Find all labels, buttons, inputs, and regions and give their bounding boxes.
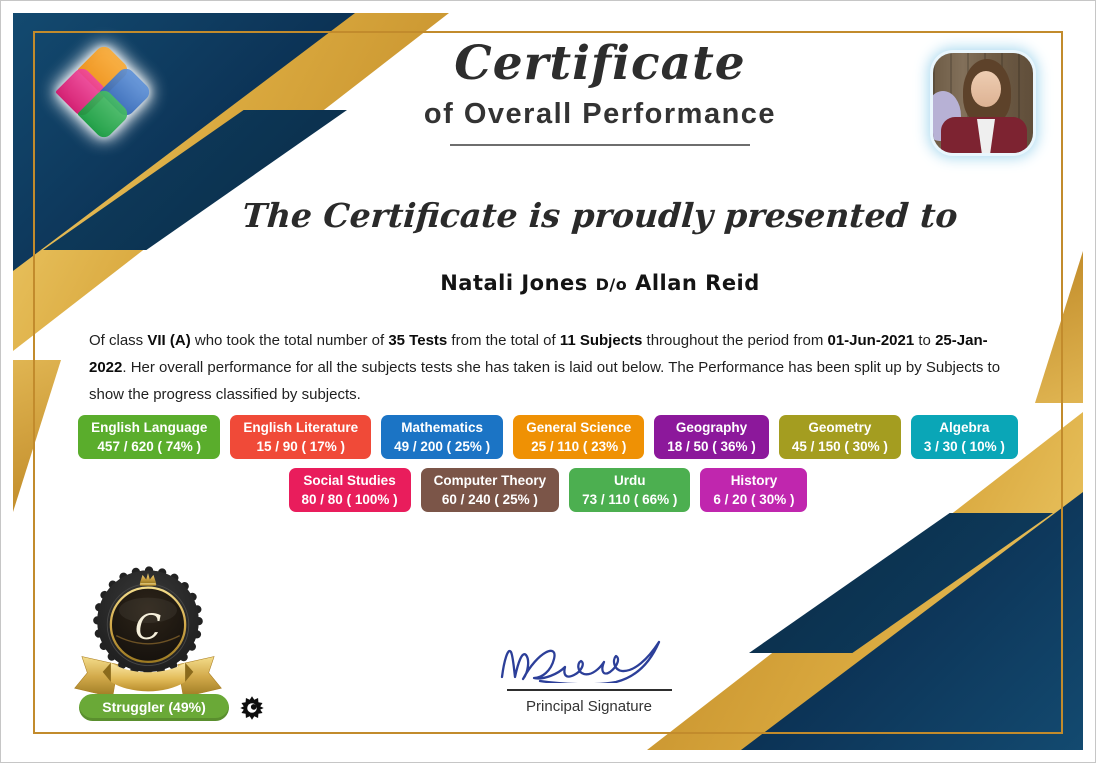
signature-label: Principal Signature [526, 698, 652, 715]
description-plain-text: from the total of [447, 332, 560, 349]
header-divider [450, 144, 750, 147]
page-title: Certificate [454, 36, 746, 91]
description-plain-text: who took the total number of [190, 332, 389, 349]
description-bold-text: 25-Jan-2022 [89, 332, 988, 376]
description-plain-text: to [914, 332, 936, 349]
subject-score: 45 / 150 ( 30% ) [791, 439, 888, 454]
photo-detail [971, 71, 1001, 107]
award-section: C Struggler (49%) [71, 563, 321, 721]
subject-name: Algebra [939, 420, 990, 435]
subject-score: 49 / 200 ( 25% ) [394, 439, 491, 454]
subject-name: Geography [675, 420, 748, 435]
subject-badge: Urdu 73 / 110 ( 66% ) [569, 468, 691, 512]
student-photo [933, 53, 1033, 153]
subject-badge: English Language 457 / 620 ( 74% ) [78, 415, 221, 459]
description-plain-text: . Her overall performance for all the su… [89, 359, 1001, 403]
subject-score: 15 / 90 ( 17% ) [256, 439, 346, 454]
subject-badge: Geometry 45 / 150 ( 30% ) [778, 415, 901, 459]
subject-row-1: English Language 457 / 620 ( 74% ) English… [13, 415, 1083, 459]
principal-signature-icon [500, 640, 661, 686]
subject-badge: Geography 18 / 50 ( 36% ) [654, 415, 769, 459]
relation-label: D/o [595, 275, 628, 294]
description-plain-text: throughout the period from [642, 332, 828, 349]
subject-row-2: Social Studies 80 / 80 ( 100% ) Computer T… [13, 468, 1083, 512]
subject-badge: Computer Theory 60 / 240 ( 25% ) [420, 468, 560, 512]
subject-badge: Mathematics 49 / 200 ( 25% ) [381, 415, 504, 459]
parent-name: Allan Reid [635, 271, 760, 295]
subject-badge: English Literature 15 / 90 ( 17% ) [230, 415, 372, 459]
description-text: Of class VII (A) who took the total numb… [89, 327, 1013, 408]
description-bold-text: 01-Jun-2021 [827, 332, 915, 349]
subject-score: 80 / 80 ( 100% ) [301, 492, 398, 507]
subject-score: 60 / 240 ( 25% ) [441, 492, 538, 507]
presented-line: The Certificate is proudly presented to [241, 196, 959, 235]
subject-score: 6 / 20 ( 30% ) [713, 492, 795, 507]
subject-name: Mathematics [401, 420, 484, 435]
certificate-header: Certificate of Overall Performance [117, 36, 1083, 147]
photo-detail [977, 119, 995, 153]
description-bold-text: 11 Subjects [559, 332, 643, 349]
subject-name: Urdu [614, 473, 646, 488]
subject-name: History [730, 473, 778, 488]
subject-badge: Algebra 3 / 30 ( 10% ) [910, 415, 1018, 459]
subject-name: English Literature [243, 420, 359, 435]
signature-line [506, 689, 672, 691]
student-name-line: Natali Jones D/o Allan Reid [117, 271, 1083, 295]
page-subtitle: of Overall Performance [423, 98, 777, 131]
grade-pill-row: Struggler (49%) [79, 694, 321, 721]
subject-score: 18 / 50 ( 36% ) [667, 439, 756, 454]
subject-score: 73 / 110 ( 66% ) [582, 492, 678, 507]
description-bold-text: 35 Tests [388, 332, 448, 349]
certificate-body: Certificate of Overall Performance The C… [13, 13, 1083, 750]
subject-badges: English Language 457 / 620 ( 74% ) English… [13, 415, 1083, 521]
description-bold-text: VII (A) [147, 332, 191, 349]
subject-badge: History 6 / 20 ( 30% ) [700, 468, 808, 512]
subject-score: 457 / 620 ( 74% ) [97, 439, 201, 454]
description-plain-text: Of class [89, 332, 148, 349]
student-name: Natali Jones [440, 271, 588, 295]
signature-section: Principal Signature [479, 627, 699, 715]
subject-name: English Language [91, 420, 208, 435]
subject-name: General Science [526, 420, 632, 435]
grade-badge: Struggler (49%) [79, 694, 229, 721]
grade-letter: C [135, 608, 161, 648]
subject-score: 25 / 110 ( 23% ) [531, 439, 627, 454]
subject-badge: General Science 25 / 110 ( 23% ) [513, 415, 645, 459]
subject-badge: Social Studies 80 / 80 ( 100% ) [288, 468, 411, 512]
settings-gear-icon[interactable] [239, 695, 265, 721]
navy-band-shape [749, 513, 1053, 653]
subject-name: Geometry [808, 420, 872, 435]
subject-name: Computer Theory [433, 473, 547, 488]
navy-triangle-shape [741, 492, 1083, 750]
grade-medal-icon: C [74, 566, 222, 698]
subject-name: Social Studies [303, 473, 396, 488]
subject-score: 3 / 30 ( 10% ) [923, 439, 1005, 454]
